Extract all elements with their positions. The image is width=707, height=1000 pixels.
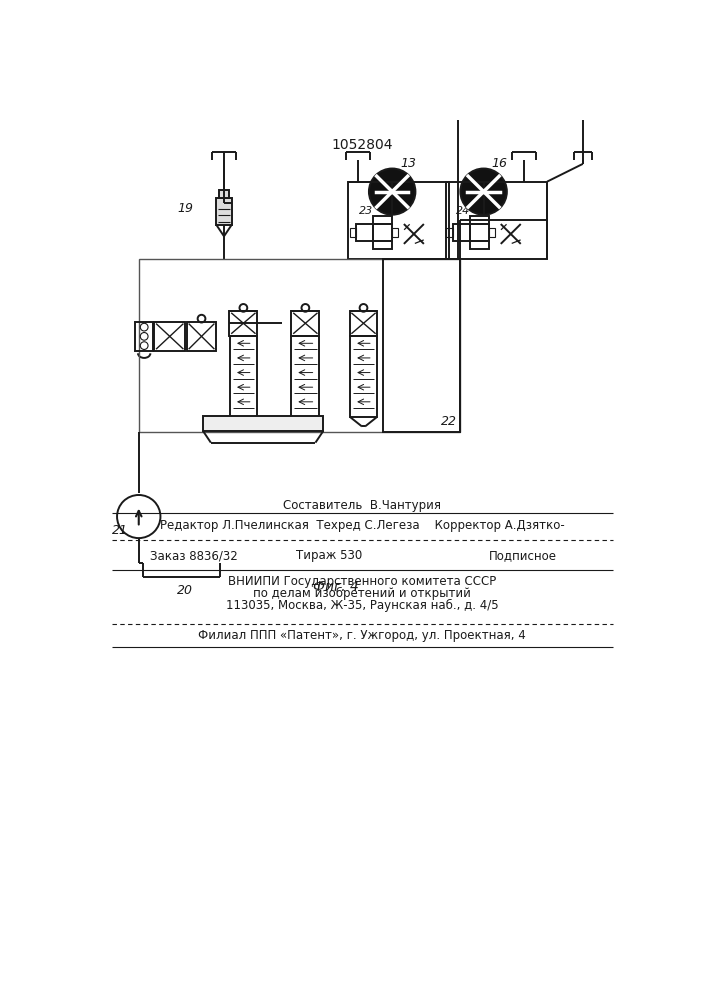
Bar	[154, 322, 185, 351]
Bar	[203, 416, 323, 431]
Text: ВНИИПИ Государственного комитета СССР: ВНИИПИ Государственного комитета СССР	[228, 576, 496, 588]
Bar	[373, 224, 392, 241]
Bar	[356, 224, 373, 241]
Text: Филиал ППП «Патент», г. Ужгород, ул. Проектная, 4: Филиал ППП «Патент», г. Ужгород, ул. Про…	[198, 629, 526, 642]
Text: 16: 16	[491, 157, 508, 170]
Circle shape	[369, 169, 416, 215]
Bar	[383, 259, 460, 432]
Text: Тираж 530: Тираж 530	[296, 549, 362, 562]
Text: Составитель  В.Чантурия: Составитель В.Чантурия	[283, 498, 441, 512]
Text: Фиг. 4: Фиг. 4	[313, 580, 359, 594]
Bar	[291, 311, 320, 336]
Bar	[489, 228, 495, 237]
Text: Заказ 8836/32: Заказ 8836/32	[151, 549, 238, 562]
Bar	[139, 259, 460, 432]
Text: 19: 19	[177, 202, 193, 215]
Text: Подписное: Подписное	[489, 549, 556, 562]
Text: 22: 22	[440, 415, 457, 428]
Bar	[373, 241, 392, 249]
Bar	[452, 224, 469, 241]
Bar	[291, 336, 320, 417]
Text: 13: 13	[401, 157, 416, 170]
Bar	[135, 322, 153, 351]
Text: 20: 20	[177, 584, 193, 597]
Text: по делам изобретений и открытий: по делам изобретений и открытий	[253, 587, 471, 600]
Bar	[230, 336, 257, 417]
Bar	[446, 182, 547, 259]
Circle shape	[117, 495, 160, 538]
Bar	[230, 311, 257, 336]
Bar	[469, 224, 489, 241]
Circle shape	[460, 169, 507, 215]
Text: 113035, Москва, Ж-35, Раунская наб., д. 4/5: 113035, Москва, Ж-35, Раунская наб., д. …	[226, 599, 498, 612]
Bar	[348, 182, 449, 259]
Bar	[349, 228, 356, 237]
Bar	[187, 322, 216, 351]
Text: 1052804: 1052804	[331, 138, 392, 152]
Bar	[373, 216, 392, 224]
Text: 23: 23	[359, 206, 373, 216]
Bar	[349, 311, 378, 336]
Bar	[392, 228, 398, 237]
Bar	[216, 198, 232, 225]
Bar	[219, 190, 228, 198]
Bar	[469, 241, 489, 249]
Text: Редактор Л.Пчелинская  Техред С.Легеза    Корректор А.Дзятко-: Редактор Л.Пчелинская Техред С.Легеза Ко…	[160, 519, 564, 532]
Text: 24: 24	[456, 206, 470, 216]
Bar	[446, 228, 452, 237]
Bar	[351, 336, 377, 417]
Bar	[469, 216, 489, 224]
Text: 21: 21	[112, 524, 128, 537]
